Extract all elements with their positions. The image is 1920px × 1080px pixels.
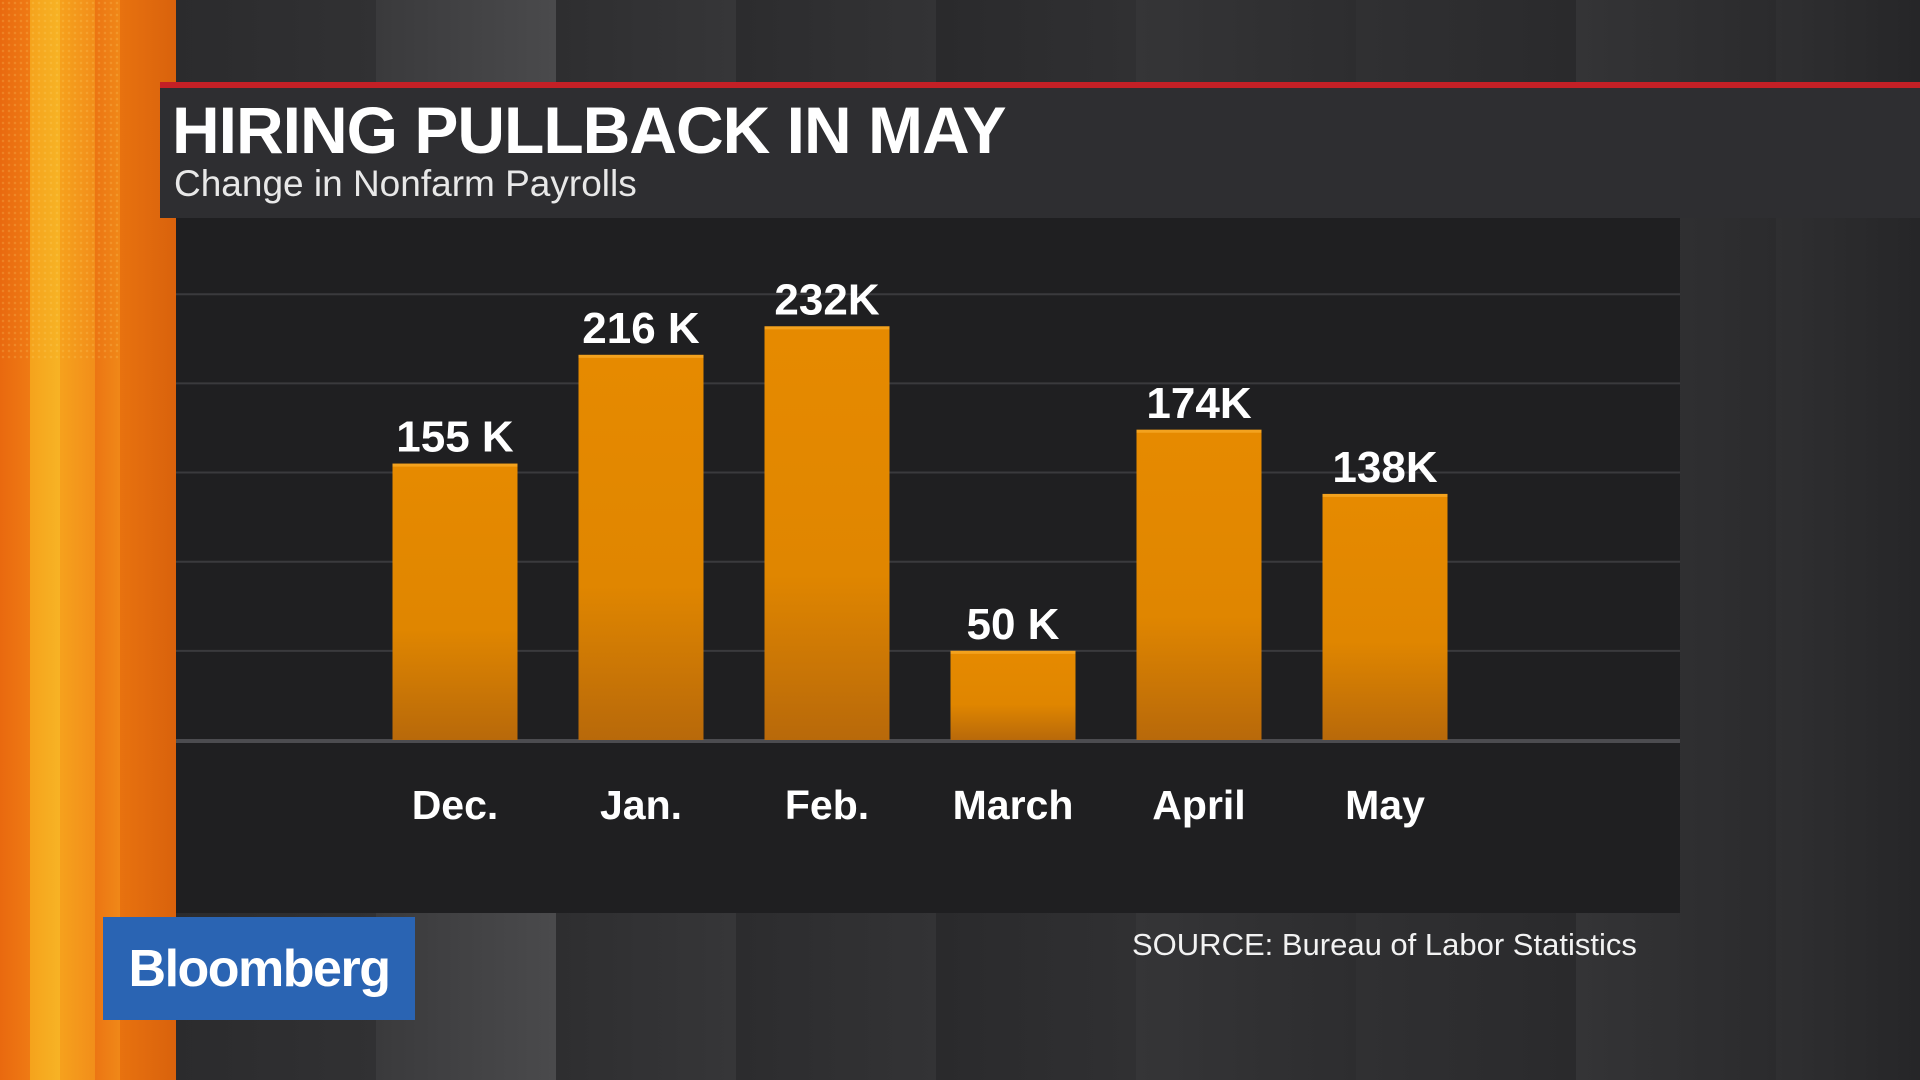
bar-value-label: 174K [1146, 379, 1251, 428]
bar-value-label: 50 K [967, 600, 1060, 649]
bar-value-label: 232K [774, 275, 879, 324]
bar-top-highlight [578, 354, 704, 358]
chart-title: HIRING PULLBACK IN MAY [172, 93, 1007, 167]
category-label: April [1152, 782, 1245, 828]
bar-top-highlight [764, 326, 890, 330]
bar-top-highlight [950, 650, 1076, 654]
category-label: March [953, 782, 1074, 828]
category-label: Feb. [785, 782, 869, 828]
bar [950, 650, 1076, 740]
source-note: SOURCE: Bureau of Labor Statistics [1132, 927, 1637, 962]
bar-value-label: 155 K [396, 413, 514, 462]
bar [392, 463, 518, 740]
chart-subtitle: Change in Nonfarm Payrolls [174, 163, 637, 204]
bar-top-highlight [392, 463, 518, 467]
bar-chart: 155 K 216 K 232K 50 K 174K 138K Dec. Jan. Feb. M… [176, 275, 1680, 828]
category-label: Jan. [600, 782, 682, 828]
bar [578, 354, 704, 740]
bar-top-highlight [1136, 429, 1262, 433]
category-label: Dec. [412, 782, 499, 828]
category-label: May [1345, 782, 1425, 828]
bloomberg-logo: Bloomberg [103, 917, 415, 1020]
bar-value-label: 216 K [582, 304, 700, 353]
bar-value-label: 138K [1332, 443, 1437, 492]
bar [1322, 493, 1448, 740]
title-banner [160, 82, 1920, 218]
orange-side-bar [0, 0, 176, 1080]
bar-top-highlight [1322, 493, 1448, 497]
orange-dot-pattern [0, 0, 120, 360]
bar [764, 326, 890, 740]
chart-panel: 155 K 216 K 232K 50 K 174K 138K Dec. Jan. Feb. M… [176, 218, 1680, 913]
logo-text: Bloomberg [128, 939, 391, 998]
bar [1136, 429, 1262, 740]
